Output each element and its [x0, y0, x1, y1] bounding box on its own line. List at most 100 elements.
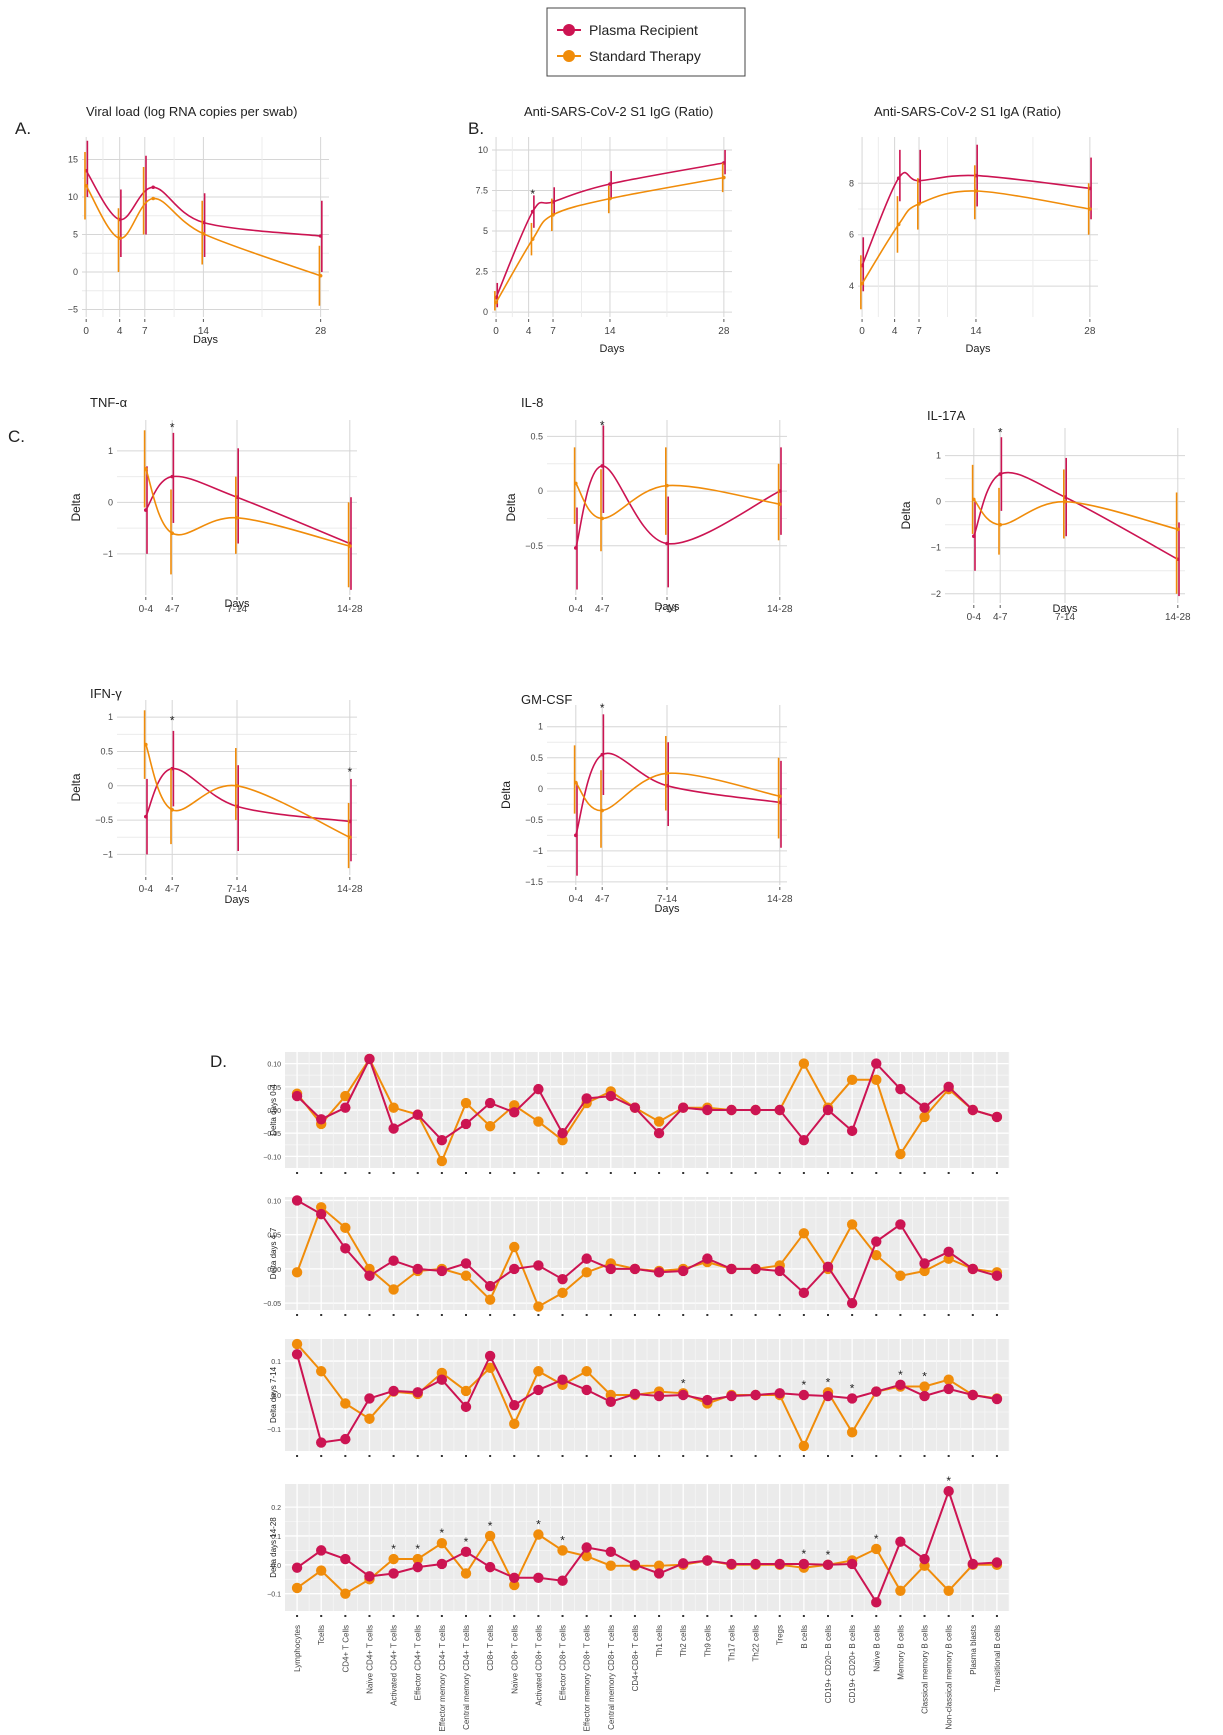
- data-point: [318, 234, 323, 238]
- data-point: [235, 515, 239, 520]
- data-point-plasma: [340, 1243, 351, 1254]
- data-point-plasma: [750, 1104, 761, 1116]
- data-point-standard: [581, 1366, 592, 1377]
- x-tick-mark: [320, 1615, 323, 1617]
- data-point: [144, 742, 148, 747]
- x-tick-mark: [609, 1172, 612, 1174]
- significance-star: *: [600, 701, 605, 715]
- category-label: Activated CD4+ T cells: [390, 1625, 399, 1706]
- data-point: [665, 483, 669, 488]
- x-tick-mark: [923, 1172, 926, 1174]
- y-tick-label: −0.05: [263, 1131, 281, 1138]
- cell-panel-2: −0.05 0.00 0.05 0.10 Delta days 4-7: [263, 1195, 1010, 1316]
- data-point-plasma: [509, 1572, 520, 1584]
- data-point-plasma: [605, 1090, 616, 1102]
- x-tick-mark: [633, 1172, 636, 1174]
- y-tick-label: 0.1: [271, 1534, 281, 1541]
- x-tick-mark: [465, 1314, 467, 1316]
- chart-title: IL-17A: [927, 408, 966, 423]
- data-point-plasma: [557, 1374, 568, 1385]
- x-tick-mark: [296, 1172, 299, 1174]
- category-label: Th1 cells: [655, 1625, 664, 1657]
- x-tick-mark: [658, 1314, 661, 1316]
- significance-star: *: [530, 187, 535, 201]
- x-tick-mark: [682, 1172, 685, 1174]
- data-point-plasma: [484, 1561, 496, 1573]
- x-tick-mark: [682, 1455, 685, 1457]
- chart-ifn: IFN-γ −1 −0.5 0 0.5 1 0-4 4-7 7-14 14-28 Days Delta…: [69, 686, 363, 906]
- data-point: [318, 273, 323, 278]
- data-point-standard: [846, 1074, 858, 1086]
- data-point-standard: [943, 1585, 954, 1596]
- category-label: Memory B cells: [896, 1625, 905, 1680]
- x-tick-mark: [851, 1455, 854, 1457]
- significance-star: *: [826, 1548, 831, 1562]
- data-point: [151, 196, 155, 201]
- x-tick-mark: [633, 1615, 636, 1617]
- y-tick-label: 0.10: [267, 1198, 281, 1205]
- y-tick-label: 0.0: [271, 1393, 281, 1400]
- data-point-plasma: [533, 1260, 544, 1271]
- data-point-standard: [388, 1553, 399, 1565]
- data-point-plasma: [871, 1597, 882, 1608]
- y-tick-label: −0.1: [267, 1427, 281, 1434]
- data-point: [574, 833, 578, 838]
- x-tick-mark: [851, 1615, 854, 1617]
- x-tick-mark: [489, 1615, 492, 1617]
- chart-title: IFN-γ: [90, 686, 122, 701]
- data-point-plasma: [629, 1388, 641, 1400]
- y-tick-label: −2: [931, 589, 941, 599]
- data-point: [917, 202, 921, 206]
- data-point-standard: [291, 1582, 303, 1594]
- data-point-plasma: [991, 1270, 1003, 1281]
- x-tick-mark: [923, 1455, 926, 1457]
- legend-label-plasma: Plasma Recipient: [589, 22, 698, 38]
- x-tick-mark: [392, 1455, 395, 1457]
- significance-star: *: [850, 1381, 855, 1395]
- legend-box: [546, 7, 746, 77]
- panel-letter-b: B.: [468, 119, 484, 138]
- category-label: Effector memory CD8+ T cells: [583, 1625, 592, 1731]
- x-tick-mark: [489, 1455, 492, 1457]
- significance-star: *: [560, 1533, 565, 1547]
- x-tick-label: 14-28: [767, 894, 793, 905]
- significance-star: *: [464, 1535, 469, 1549]
- data-point-plasma: [509, 1263, 520, 1275]
- y-tick-label: 10: [478, 145, 488, 155]
- y-tick-label: 8: [849, 178, 854, 188]
- x-tick-mark: [875, 1172, 878, 1174]
- data-point-standard: [509, 1241, 520, 1253]
- data-point-plasma: [919, 1102, 930, 1113]
- y-tick-label: 0.00: [267, 1108, 281, 1115]
- x-tick-mark: [899, 1455, 902, 1457]
- data-point-plasma: [316, 1114, 327, 1125]
- data-point-standard: [412, 1553, 423, 1565]
- data-point-standard: [509, 1579, 520, 1591]
- data-point-standard: [581, 1550, 592, 1562]
- category-label: Transitional B cells: [993, 1625, 1002, 1692]
- data-point-plasma: [726, 1390, 737, 1402]
- x-tick-mark: [440, 1615, 443, 1617]
- data-point-plasma: [871, 1058, 882, 1069]
- x-tick-label: 14-28: [767, 604, 793, 615]
- x-tick-label: 4: [892, 326, 898, 337]
- x-tick-mark: [778, 1314, 781, 1316]
- chart-title: IL-8: [521, 395, 543, 410]
- y-tick-label: −1: [103, 849, 113, 859]
- x-tick-mark: [730, 1455, 733, 1457]
- x-tick-label: 14-28: [337, 604, 363, 615]
- data-point-plasma: [653, 1128, 665, 1139]
- x-axis-label: Days: [965, 343, 991, 355]
- x-tick-mark: [561, 1615, 564, 1617]
- x-tick-mark: [995, 1615, 998, 1617]
- x-tick-mark: [682, 1314, 685, 1316]
- data-point-standard: [895, 1585, 906, 1596]
- x-tick-mark: [489, 1314, 492, 1316]
- x-axis-label: Days: [654, 601, 680, 613]
- chart-title: GM-CSF: [521, 692, 572, 707]
- x-tick-mark: [778, 1615, 781, 1617]
- x-tick-mark: [827, 1615, 829, 1617]
- x-tick-mark: [971, 1314, 974, 1316]
- data-point-plasma: [581, 1542, 592, 1553]
